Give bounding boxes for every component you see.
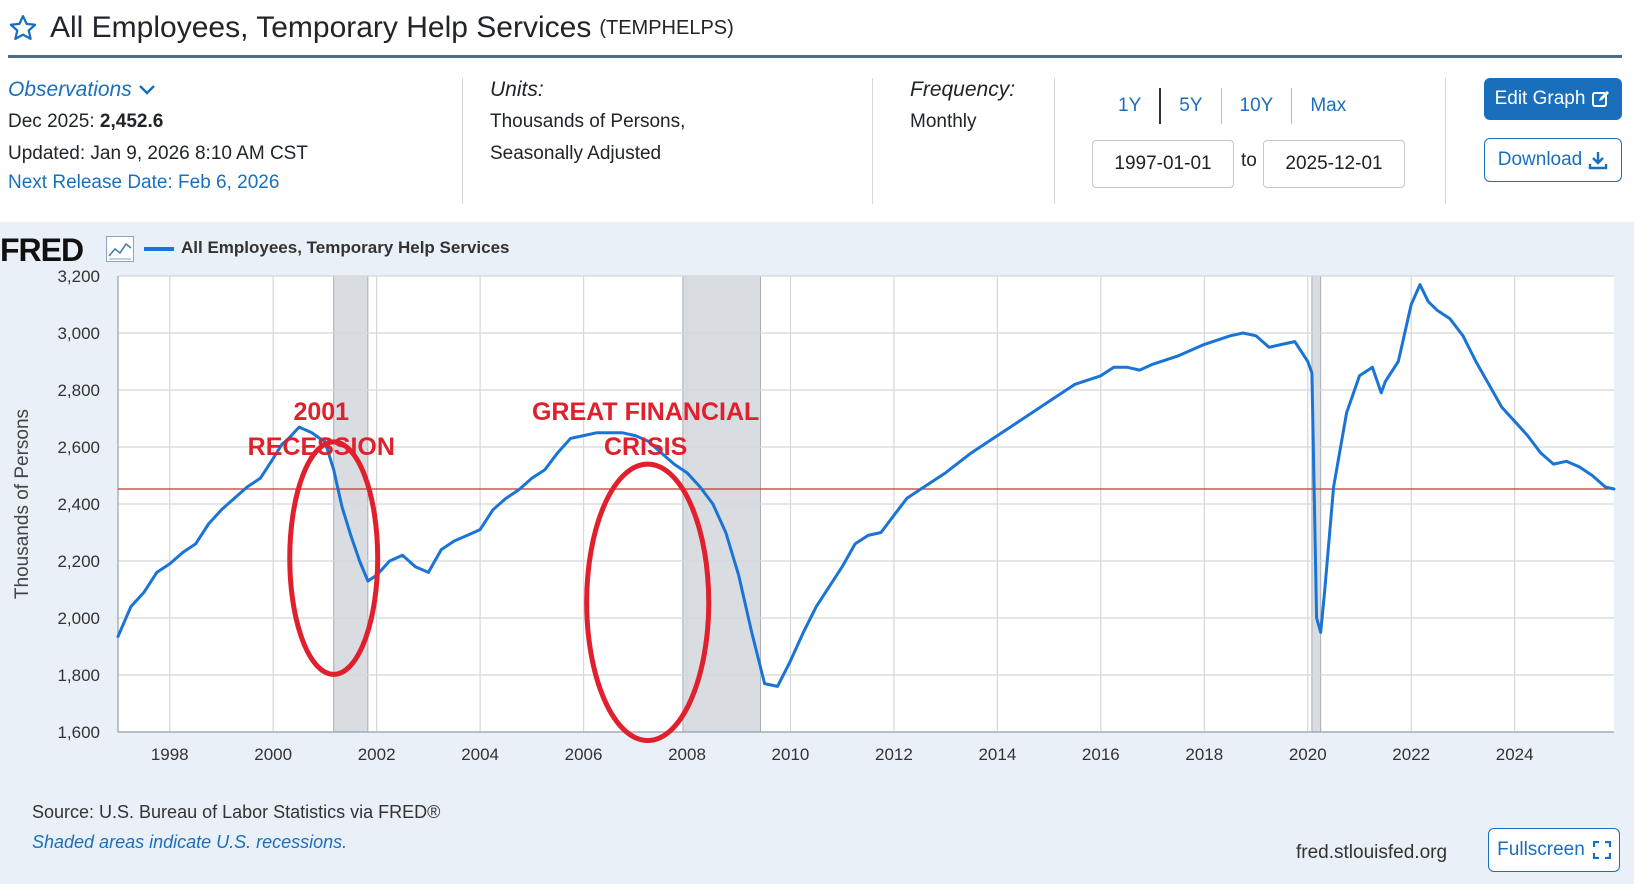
range-1y-button[interactable]: 1Y	[1118, 95, 1142, 116]
y-tick-label: 3,200	[57, 267, 100, 286]
line-chart[interactable]: 1,600 1,800 2,000 2,200 2,400 2,600 2,800 3,000…	[0, 262, 1634, 802]
range-separator	[1291, 88, 1293, 124]
x-tick-label: 2020	[1289, 745, 1327, 764]
units-panel: Units: Thousands of Persons, Seasonally …	[490, 74, 685, 170]
download-icon	[1589, 152, 1608, 170]
star-icon[interactable]	[8, 13, 38, 43]
x-tick-label: 2002	[358, 745, 396, 764]
y-tick-label: 2,200	[57, 552, 100, 571]
annotation-label: 2001	[293, 398, 349, 426]
y-tick-label: 2,800	[57, 381, 100, 400]
updated-timestamp: Updated: Jan 9, 2026 8:10 AM CST	[8, 143, 308, 164]
units-line-1: Thousands of Persons,	[490, 111, 686, 132]
y-tick-label: 3,000	[57, 324, 100, 343]
latest-observation-value: 2,452.6	[99, 111, 164, 132]
divider	[462, 78, 463, 204]
x-tick-label: 2010	[772, 745, 810, 764]
legend-swatch	[144, 247, 174, 251]
annotation-ellipse	[287, 439, 381, 677]
x-tick-label: 2024	[1496, 745, 1534, 764]
date-range-buttons: 1Y 5Y 10Y Max	[1100, 88, 1364, 124]
divider	[872, 78, 873, 204]
x-tick-label: 2022	[1392, 745, 1430, 764]
x-tick-label: 2014	[978, 745, 1016, 764]
fred-url[interactable]: fred.stlouisfed.org	[1296, 842, 1448, 863]
page-title: All Employees, Temporary Help Services	[50, 11, 592, 44]
annotation-label: CRISIS	[604, 433, 687, 461]
fullscreen-button[interactable]: Fullscreen	[1488, 828, 1620, 872]
divider	[1445, 78, 1446, 204]
x-tick-label: 2006	[565, 745, 603, 764]
frequency-label: Frequency:	[910, 78, 1016, 101]
y-tick-label: 1,800	[57, 666, 100, 685]
source-note: Source: U.S. Bureau of Labor Statistics …	[32, 802, 441, 822]
latest-observation-date: Dec 2025:	[8, 111, 95, 132]
annotation-label: GREAT FINANCIAL	[532, 398, 759, 426]
y-tick-label: 1,600	[57, 723, 100, 742]
fullscreen-label: Fullscreen	[1497, 839, 1585, 860]
fullscreen-icon	[1592, 841, 1611, 859]
series-id: (TEMPHELPS)	[599, 16, 734, 39]
fred-logo: FRED	[0, 232, 84, 268]
frequency-value: Monthly	[910, 111, 977, 132]
observations-label: Observations	[8, 78, 132, 101]
x-tick-label: 2000	[254, 745, 292, 764]
observations-dropdown[interactable]: Observations	[8, 74, 308, 106]
range-separator	[1159, 88, 1162, 124]
units-line-2: Seasonally Adjusted	[490, 143, 662, 164]
title-divider	[8, 55, 1622, 58]
x-tick-label: 2004	[461, 745, 499, 764]
x-tick-label: 1998	[151, 745, 189, 764]
y-axis-label: Thousands of Persons	[12, 409, 33, 599]
legend-label: All Employees, Temporary Help Services	[181, 238, 510, 257]
latest-observation: Dec 2025: 2,452.6	[8, 106, 308, 138]
edit-icon	[1592, 91, 1610, 107]
end-date-input[interactable]: 2025-12-01	[1263, 140, 1405, 188]
range-max-button[interactable]: Max	[1310, 95, 1347, 116]
units-label: Units:	[490, 78, 544, 101]
x-tick-label: 2012	[875, 745, 913, 764]
start-date-input[interactable]: 1997-01-01	[1092, 140, 1234, 188]
x-tick-label: 2016	[1082, 745, 1120, 764]
range-5y-button[interactable]: 5Y	[1179, 95, 1203, 116]
y-tick-label: 2,000	[57, 609, 100, 628]
edit-graph-label: Edit Graph	[1494, 88, 1586, 109]
next-release-link[interactable]: Next Release Date: Feb 6, 2026	[8, 172, 280, 193]
range-separator	[1220, 88, 1222, 124]
x-tick-label: 2008	[668, 745, 706, 764]
download-label: Download	[1497, 149, 1583, 170]
frequency-panel: Frequency: Monthly	[910, 74, 1015, 138]
title-row: All Employees, Temporary Help Services (…	[8, 6, 734, 50]
observations-panel: Observations Dec 2025: 2,452.6 Updated: …	[8, 74, 308, 196]
recession-note: Shaded areas indicate U.S. recessions.	[32, 832, 348, 852]
x-tick-label: 2018	[1185, 745, 1223, 764]
y-tick-label: 2,600	[57, 438, 100, 457]
range-10y-button[interactable]: 10Y	[1239, 95, 1274, 116]
annotation-ellipse	[584, 461, 712, 744]
chart-line-icon	[106, 236, 134, 262]
chevron-down-icon	[138, 85, 155, 95]
to-label: to	[1241, 150, 1257, 171]
edit-graph-button[interactable]: Edit Graph	[1484, 78, 1622, 120]
y-tick-label: 2,400	[57, 495, 100, 514]
divider	[1054, 78, 1055, 204]
series-line	[116, 283, 1616, 688]
download-button[interactable]: Download	[1484, 138, 1622, 182]
